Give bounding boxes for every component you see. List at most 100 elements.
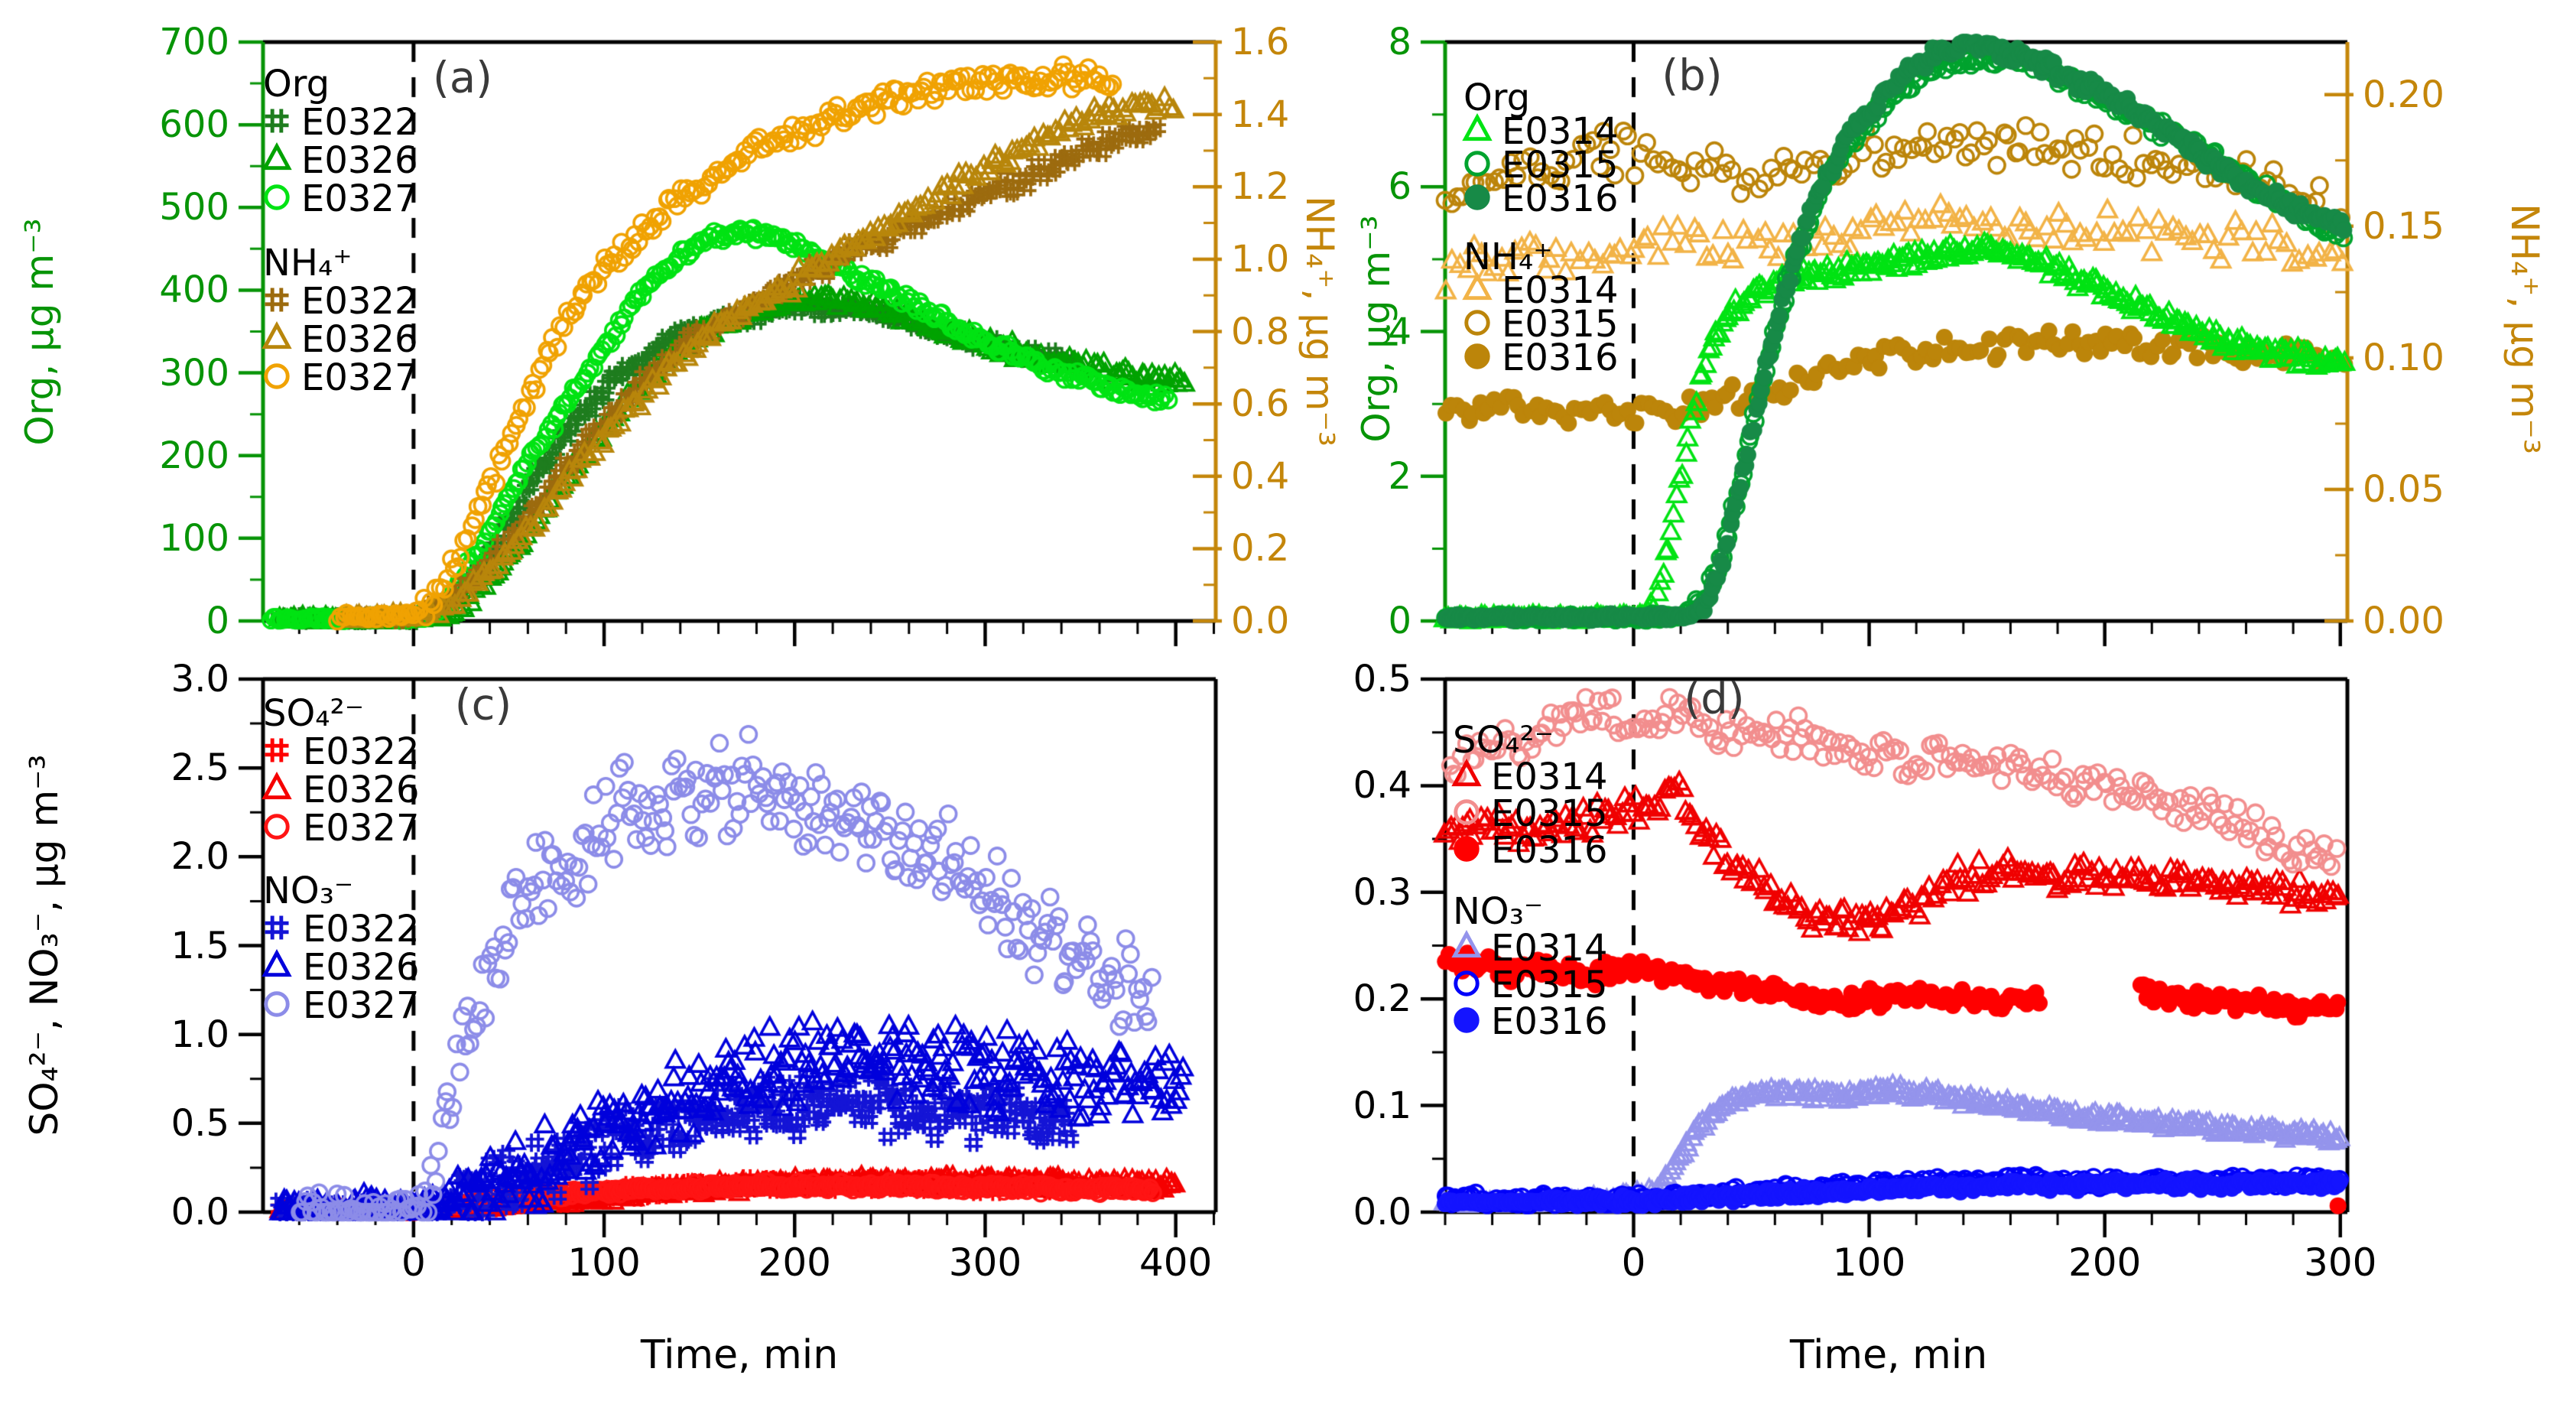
tick-label-d-x-0: 0: [1621, 1240, 1646, 1285]
legend-c-label-e0326-0: E0326: [303, 769, 420, 811]
legend-marker-c-no-e0327-icon: [260, 987, 294, 1024]
tick-label-c-x-0: 0: [401, 1240, 426, 1285]
tick-label-b-right-0.2: 0.20: [2363, 73, 2444, 116]
legend-c-label-e0327-0: E0327: [303, 807, 420, 850]
legend-d-label-e0316-0: E0316: [1491, 829, 1608, 872]
legend-d-label-e0315-1: E0315: [1491, 964, 1608, 1006]
axis-title-org-panel-a: Org, µg m⁻³: [18, 218, 62, 446]
tick-label-a-right-1.4: 1.4: [1231, 93, 1290, 136]
legend-marker-d-so-e0316-icon: [1450, 832, 1483, 869]
legend-a-label-e0322-1: E0322: [301, 280, 418, 323]
legend-c-label-e0322-1: E0322: [303, 908, 420, 951]
panel-label-a: (a): [432, 53, 493, 103]
tick-label-c-left-0.5: 0.5: [171, 1101, 229, 1145]
legend-marker-a-org-e0322-icon: [260, 104, 294, 141]
legend-b-header-1: NH₄⁺: [1463, 236, 1553, 278]
tick-label-b-left-2: 2: [1388, 454, 1411, 498]
tick-label-a-left-600: 600: [159, 103, 229, 147]
tick-label-a-left-700: 700: [159, 21, 229, 63]
legend-marker-b-nh-e0315-icon: [1460, 306, 1494, 343]
legend-c-header-0: SO₄²⁻: [263, 692, 365, 735]
axis-title-so4-no3: SO₄²⁻, NO₃⁻, µg m⁻³: [22, 754, 67, 1136]
legend-b-label-e0316-0: E0316: [1502, 177, 1619, 220]
tick-label-a-right-1.2: 1.2: [1231, 165, 1290, 209]
legend-marker-b-org-e0314-icon: [1460, 113, 1494, 150]
legend-marker-b-nh-e0314-icon: [1460, 272, 1494, 309]
legend-a-label-e0327-1: E0327: [301, 356, 418, 399]
tick-label-c-x-300: 300: [948, 1240, 1022, 1285]
tick-label-a-right-1.6: 1.6: [1231, 21, 1290, 63]
tick-label-b-right-0.05: 0.05: [2363, 467, 2444, 511]
legend-marker-c-so-e0327-icon: [260, 810, 294, 847]
legend-d-header-0: SO₄²⁻: [1453, 719, 1554, 762]
legend-a-label-e0327-0: E0327: [301, 177, 418, 220]
tick-label-b-left-6: 6: [1388, 165, 1411, 209]
legend-d-label-e0314-0: E0314: [1491, 756, 1608, 798]
tick-label-c-left-2.5: 2.5: [171, 746, 229, 790]
tick-label-c-x-100: 100: [567, 1240, 641, 1285]
axis-title-time-right: Time, min: [1789, 1332, 1988, 1378]
legend-marker-c-no-e0322-icon: [260, 911, 294, 948]
legend-marker-a-org-e0326-icon: [260, 142, 294, 179]
tick-label-c-left-0: 0.0: [171, 1191, 229, 1234]
tick-label-c-left-1.5: 1.5: [171, 924, 229, 967]
legend-marker-c-so-e0322-icon: [260, 733, 294, 770]
tick-label-a-right-0.2: 0.2: [1231, 527, 1290, 570]
legend-b-label-e0314-1: E0314: [1502, 269, 1619, 312]
tick-label-b-left-4: 4: [1388, 310, 1411, 353]
legend-a-label-e0326-1: E0326: [301, 318, 418, 361]
legend-b-label-e0315-1: E0315: [1502, 303, 1619, 346]
legend-d-label-e0316-1: E0316: [1491, 1000, 1608, 1043]
tick-label-d-left-0.5: 0.5: [1353, 658, 1411, 700]
legend-b-header-0: Org: [1463, 76, 1531, 119]
axis-title-time-left: Time, min: [640, 1332, 839, 1378]
panel-label-b: (b): [1662, 50, 1723, 101]
tick-label-c-x-200: 200: [758, 1240, 831, 1285]
legend-marker-d-no-e0315-icon: [1450, 967, 1483, 1003]
tick-label-d-left-0.1: 0.1: [1353, 1084, 1411, 1127]
tick-label-d-x-100: 100: [1832, 1240, 1906, 1285]
tick-label-d-left-0: 0.0: [1353, 1191, 1411, 1234]
legend-marker-a-nh-e0322-icon: [260, 283, 294, 320]
tick-label-b-left-8: 8: [1388, 21, 1411, 63]
legend-marker-a-nh-e0327-icon: [260, 359, 294, 396]
legend-d-label-e0314-1: E0314: [1491, 927, 1608, 970]
tick-label-a-right-0.8: 0.8: [1231, 310, 1290, 353]
tick-label-a-left-300: 300: [159, 351, 229, 395]
tick-label-d-x-200: 200: [2068, 1240, 2142, 1285]
tick-label-d-left-0.3: 0.3: [1353, 870, 1411, 914]
tick-label-a-left-100: 100: [159, 516, 229, 560]
panel-label-c: (c): [454, 680, 512, 730]
tick-label-d-left-0.2: 0.2: [1353, 977, 1411, 1021]
legend-marker-d-no-e0316-icon: [1450, 1003, 1483, 1040]
tick-label-a-right-0: 0.0: [1231, 600, 1290, 642]
legend-marker-b-org-e0316-icon: [1460, 180, 1494, 217]
legend-marker-d-no-e0314-icon: [1450, 930, 1483, 967]
tick-label-a-left-0: 0: [206, 600, 229, 642]
tick-label-b-left-0: 0: [1388, 600, 1411, 642]
legend-marker-d-so-e0315-icon: [1450, 795, 1483, 832]
legend-b-label-e0316-1: E0316: [1502, 336, 1619, 379]
legend-a-header-1: NH₄⁺: [263, 242, 352, 284]
legend-marker-c-so-e0326-icon: [260, 772, 294, 808]
panel-label-d: (d): [1684, 674, 1745, 724]
tick-label-b-right-0: 0.00: [2363, 600, 2444, 642]
tick-label-d-left-0.4: 0.4: [1353, 764, 1411, 808]
tick-label-a-left-200: 200: [159, 434, 229, 477]
legend-marker-c-no-e0326-icon: [260, 949, 294, 986]
axis-title-nh4-panel-a: NH₄⁺, µg m⁻³: [1298, 196, 1342, 447]
legend-a-label-e0326-0: E0326: [301, 139, 418, 182]
legend-marker-a-org-e0327-icon: [260, 180, 294, 217]
tick-label-a-right-0.6: 0.6: [1231, 382, 1290, 426]
legend-b-label-e0314-0: E0314: [1502, 110, 1619, 153]
legend-c-label-e0326-1: E0326: [303, 946, 420, 989]
legend-a-label-e0322-0: E0322: [301, 101, 418, 144]
tick-label-a-left-400: 400: [159, 268, 229, 312]
legend-marker-d-so-e0314-icon: [1450, 759, 1483, 795]
legend-marker-b-org-e0315-icon: [1460, 147, 1494, 184]
tick-label-c-left-2: 2.0: [171, 835, 229, 879]
tick-label-d-x-300: 300: [2304, 1240, 2377, 1285]
tick-label-c-left-3: 3.0: [171, 658, 229, 700]
legend-c-header-1: NO₃⁻: [263, 870, 354, 912]
